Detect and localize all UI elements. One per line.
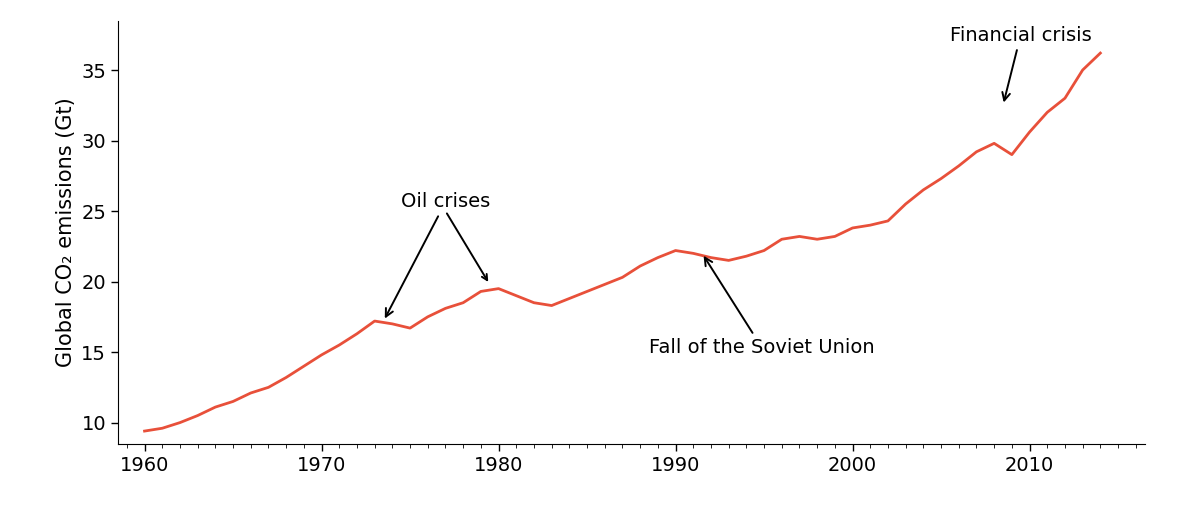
Text: Oil crises: Oil crises (386, 192, 491, 317)
Text: Financial crisis: Financial crisis (950, 26, 1092, 101)
Text: Fall of the Soviet Union: Fall of the Soviet Union (649, 257, 874, 357)
Y-axis label: Global CO₂ emissions (Gt): Global CO₂ emissions (Gt) (55, 98, 76, 367)
